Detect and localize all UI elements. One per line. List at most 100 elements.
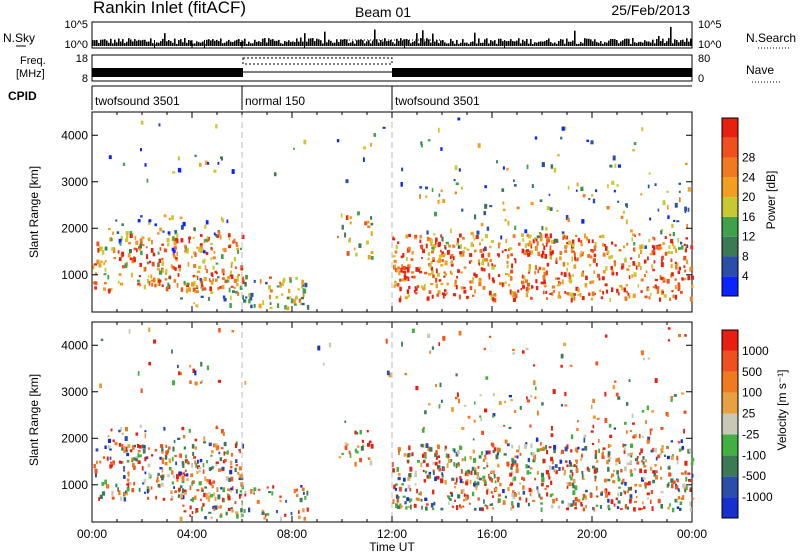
nsky-bar: [424, 41, 426, 46]
range-gate-cell: [195, 462, 198, 468]
range-gate-cell: [540, 442, 542, 446]
range-gate-cell: [489, 205, 493, 208]
range-gate-cell: [356, 432, 359, 435]
range-gate-cell: [640, 193, 643, 196]
range-gate-cell: [399, 286, 402, 292]
range-gate-cell: [519, 482, 522, 485]
range-gate-cell: [414, 287, 418, 291]
range-gate-cell: [457, 245, 460, 249]
range-gate-cell: [620, 215, 624, 219]
nsky-bar: [300, 37, 302, 46]
range-gate-cell: [236, 275, 240, 279]
range-gate-cell: [385, 338, 388, 344]
range-gate-cell: [633, 247, 636, 252]
range-gate-cell: [395, 270, 398, 273]
range-gate-cell: [501, 282, 504, 288]
range-gate-cell: [131, 257, 135, 262]
range-gate-cell: [99, 383, 102, 389]
nsky-bar: [440, 40, 442, 46]
range-gate-cell: [479, 477, 482, 481]
range-gate-cell: [218, 451, 221, 455]
range-gate-cell: [151, 261, 155, 267]
range-gate-cell: [615, 463, 618, 466]
range-gate-cell: [553, 469, 557, 473]
nsky-bar: [370, 43, 372, 46]
nsky-bar: [268, 38, 270, 46]
range-gate-cell: [650, 449, 654, 453]
range-gate-cell: [109, 237, 113, 242]
range-gate-cell: [422, 249, 426, 254]
range-gate-cell: [528, 243, 532, 247]
range-gate-cell: [492, 470, 495, 475]
range-gate-cell: [660, 466, 662, 470]
range-gate-cell: [685, 485, 688, 491]
range-gate-cell: [539, 448, 543, 452]
range-gate-cell: [581, 219, 585, 224]
range-gate-cell: [125, 449, 128, 453]
range-gate-cell: [479, 415, 482, 418]
range-gate-cell: [181, 476, 185, 482]
y-tick-label: 1000: [61, 268, 88, 282]
range-gate-cell: [574, 507, 577, 510]
range-gate-cell: [238, 466, 242, 471]
nsky-bar: [234, 40, 236, 46]
range-gate-cell: [582, 194, 586, 198]
range-gate-cell: [239, 285, 243, 291]
range-gate-cell: [660, 448, 663, 451]
range-gate-cell: [674, 278, 677, 281]
range-gate-cell: [532, 499, 536, 502]
range-gate-cell: [691, 275, 694, 280]
range-gate-cell: [483, 467, 486, 470]
range-gate-cell: [660, 450, 664, 453]
range-gate-cell: [659, 452, 662, 455]
range-gate-cell: [669, 297, 672, 301]
range-gate-cell: [428, 273, 431, 276]
range-gate-cell: [575, 234, 578, 238]
range-gate-cell: [587, 239, 590, 244]
range-gate-cell: [204, 476, 207, 482]
range-gate-cell: [424, 410, 427, 415]
range-gate-cell: [200, 361, 203, 367]
range-gate-cell: [583, 437, 586, 443]
range-gate-cell: [619, 508, 623, 511]
range-gate-cell: [481, 430, 485, 435]
range-gate-cell: [566, 464, 569, 468]
range-gate-cell: [586, 466, 589, 471]
range-gate-cell: [500, 235, 503, 240]
range-gate-cell: [524, 229, 528, 234]
range-gate-cell: [406, 289, 410, 294]
range-gate-cell: [340, 213, 343, 218]
range-gate-cell: [103, 262, 106, 265]
range-gate-cell: [164, 278, 168, 281]
range-gate-cell: [237, 291, 240, 296]
range-gate-cell: [159, 467, 163, 470]
nsky-bar: [484, 39, 486, 46]
range-gate-cell: [231, 330, 235, 333]
range-gate-cell: [156, 479, 160, 483]
nsky-bar: [342, 39, 344, 46]
range-gate-cell: [155, 495, 158, 500]
range-gate-cell: [470, 231, 474, 236]
range-gate-cell: [684, 206, 687, 212]
range-gate-cell: [647, 357, 650, 360]
range-gate-cell: [669, 503, 671, 507]
range-gate-cell: [534, 265, 538, 271]
range-gate-cell: [510, 482, 514, 486]
range-gate-cell: [192, 451, 195, 457]
range-gate-cell: [444, 293, 447, 297]
nsearch-tick-bottom: 10^0: [698, 39, 722, 51]
range-gate-cell: [594, 241, 597, 246]
range-gate-cell: [505, 238, 508, 243]
nsky-bar: [326, 42, 328, 46]
nsearch-tick-top: 10^5: [698, 19, 722, 31]
range-gate-cell: [245, 274, 248, 280]
range-gate-cell: [678, 490, 681, 493]
range-gate-cell: [176, 477, 179, 482]
range-gate-cell: [534, 136, 538, 140]
nsky-bar: [674, 39, 676, 46]
range-gate-cell: [276, 285, 280, 288]
range-gate-cell: [172, 171, 176, 174]
nsky-bar: [390, 39, 392, 46]
range-gate-cell: [533, 364, 536, 367]
range-gate-cell: [525, 497, 528, 503]
